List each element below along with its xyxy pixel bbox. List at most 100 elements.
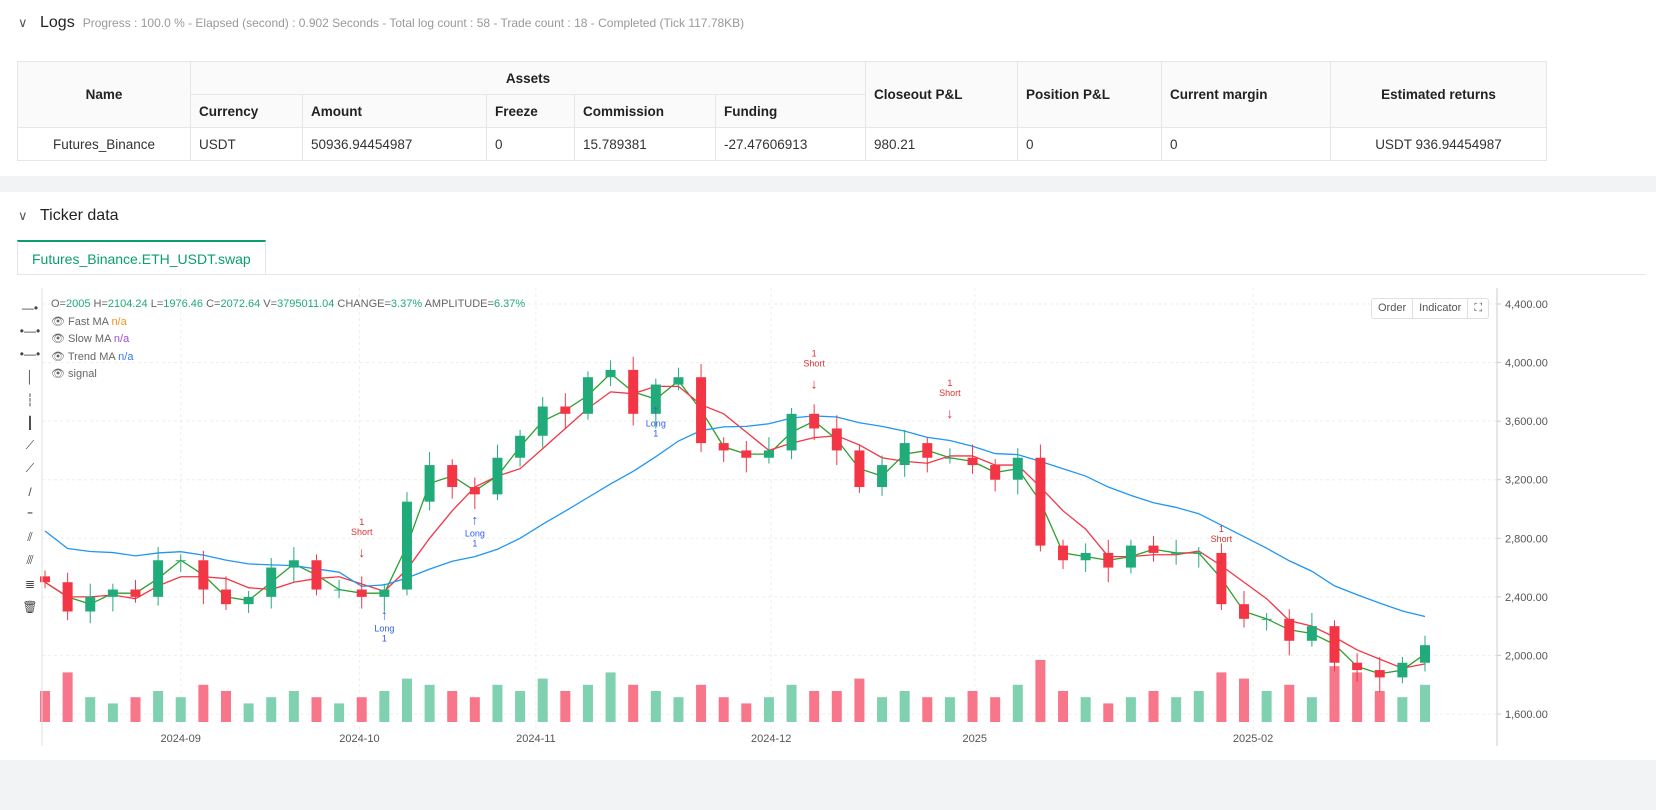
ticker-header[interactable]: ∨ Ticker data xyxy=(18,207,119,225)
signal-count: 1 xyxy=(382,634,387,644)
candle-body xyxy=(311,560,322,590)
assets-table: Name Assets Closeout P&L Position P&L Cu… xyxy=(17,61,1547,161)
signal-count: 1 xyxy=(653,429,658,439)
parallel-channel-icon[interactable]: ⫽ xyxy=(27,530,33,544)
legend-item[interactable]: 👁 Slow MA n/a xyxy=(51,331,525,349)
candle-body xyxy=(718,443,729,451)
eye-icon[interactable]: 👁 xyxy=(51,350,65,363)
volume-bar xyxy=(1216,672,1227,722)
candle-body xyxy=(130,589,141,597)
legend-value: n/a xyxy=(118,350,134,363)
x-tick-label: 2024-09 xyxy=(161,733,201,745)
volume-bar xyxy=(1012,684,1023,722)
tab-divider xyxy=(17,274,1646,275)
trash-icon[interactable]: 🗑 xyxy=(22,599,38,614)
col-currency: Currency xyxy=(190,94,303,128)
ohlc-value: 6.37% xyxy=(493,298,526,310)
col-commission: Commission xyxy=(574,94,716,128)
logs-header[interactable]: ∨ Logs Progress : 100.0 % - Elapsed (sec… xyxy=(18,14,744,32)
volume-bar xyxy=(1329,666,1340,722)
col-assets: Assets xyxy=(190,61,866,95)
candle-body xyxy=(424,465,435,502)
drawing-toolbar: —• •—• •—• │ ┆ ┃ ⟋ ⟋ / ⁼ ⫽ ⫻ ≣ 🗑 xyxy=(18,296,42,618)
tab-eth-usdt-swap[interactable]: Futures_Binance.ETH_USDT.swap xyxy=(17,240,266,274)
indicator-button[interactable]: Indicator xyxy=(1413,299,1469,318)
horizontal-segment-icon[interactable]: •—• xyxy=(19,346,41,361)
col-name: Name xyxy=(17,61,191,128)
eye-icon[interactable]: 👁 xyxy=(51,333,65,345)
volume-bar xyxy=(809,691,820,722)
candle-body xyxy=(899,443,910,466)
volume-bar xyxy=(831,691,842,722)
legend-item[interactable]: 👁 Fast MA n/a xyxy=(51,314,525,332)
volume-bar xyxy=(922,697,933,722)
candle-body xyxy=(944,457,955,459)
volume-bar xyxy=(401,678,412,722)
volume-bar xyxy=(40,691,50,722)
ticker-title: Ticker data xyxy=(40,207,119,224)
order-button[interactable]: Order xyxy=(1372,299,1414,318)
chevron-down-icon[interactable]: ∨ xyxy=(18,15,28,30)
volume-bar xyxy=(492,684,503,722)
candle-body xyxy=(1125,545,1136,568)
horizontal-ray-icon[interactable]: —• xyxy=(21,300,39,315)
horizontal-line-icon[interactable]: •—• xyxy=(19,323,41,338)
vertical-segment-icon[interactable]: ┃ xyxy=(26,415,34,430)
cell-amount: 50936.94454987 xyxy=(302,127,487,161)
ray-line-icon[interactable]: ⟋ xyxy=(25,438,35,452)
col-funding: Funding xyxy=(715,94,866,128)
long-arrow-icon: ↑ xyxy=(381,607,388,623)
volume-bar xyxy=(1171,697,1182,722)
signal-label: Short xyxy=(351,527,373,537)
signal-count: 1 xyxy=(1219,524,1224,534)
candle-body xyxy=(401,501,412,590)
volume-bar xyxy=(1058,691,1069,722)
candle-body xyxy=(515,435,526,458)
price-line-icon[interactable]: ⁼ xyxy=(26,507,34,522)
candle-body xyxy=(854,450,865,488)
legend-item[interactable]: 👁 signal xyxy=(51,366,525,384)
candle-body xyxy=(1193,552,1204,554)
y-tick-label: 2,000.00 xyxy=(1505,650,1548,662)
candle-body xyxy=(220,589,231,605)
ohlc-value: 1976.46 xyxy=(163,298,207,310)
price-channel-icon[interactable]: ⫻ xyxy=(26,553,34,567)
candle-body xyxy=(696,377,707,444)
volume-bar xyxy=(130,697,141,722)
signal-label: Long xyxy=(646,419,666,429)
candle-body xyxy=(560,406,571,414)
candle-body xyxy=(175,560,186,562)
chevron-down-icon[interactable]: ∨ xyxy=(18,208,28,223)
cell-name: Futures_Binance xyxy=(17,127,191,161)
signal-label: Long xyxy=(465,528,485,538)
volume-bar xyxy=(696,684,707,722)
candle-body xyxy=(1397,662,1408,678)
fibonacci-icon[interactable]: ≣ xyxy=(24,576,36,591)
legend-name: Trend MA xyxy=(67,350,119,363)
candle-body xyxy=(1261,618,1272,620)
signal-label: Short xyxy=(803,358,825,368)
segment-icon[interactable]: / xyxy=(28,484,32,499)
ohlc-value: 3795011.04 xyxy=(277,298,338,310)
x-tick-label: 2024-11 xyxy=(516,733,556,745)
volume-bar xyxy=(85,697,96,722)
signal-label: Long xyxy=(374,624,394,634)
fullscreen-icon[interactable]: ⛶ xyxy=(1474,302,1483,314)
volume-bar xyxy=(220,691,231,722)
volume-bar xyxy=(537,678,548,722)
candle-body xyxy=(379,589,390,597)
vertical-line-icon[interactable]: ┆ xyxy=(26,392,34,407)
eye-icon[interactable]: 👁 xyxy=(51,315,65,328)
legend-item[interactable]: 👁 Trend MA n/a xyxy=(51,349,525,367)
volume-bar xyxy=(1193,691,1204,722)
vertical-ray-icon[interactable]: │ xyxy=(26,369,34,384)
cell-freeze: 0 xyxy=(486,127,575,161)
candle-body xyxy=(673,377,684,385)
volume-bar xyxy=(1035,660,1046,722)
ohlc-value: 2005 xyxy=(65,298,94,310)
straight-line-icon[interactable]: ⟋ xyxy=(25,461,35,475)
eye-icon[interactable]: 👁 xyxy=(51,368,65,380)
volume-bar xyxy=(1306,697,1317,722)
candle-body xyxy=(831,428,842,451)
